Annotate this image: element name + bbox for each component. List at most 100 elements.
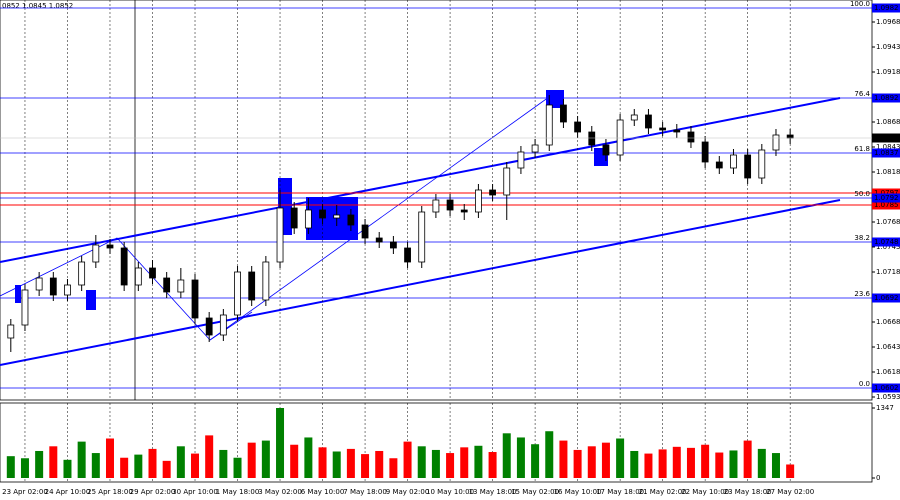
candle-body: [460, 209, 468, 213]
price-box-label: 1.0602: [874, 384, 899, 392]
candle-body: [446, 199, 454, 211]
volume-bar: [120, 457, 129, 478]
candle-body: [78, 261, 86, 286]
candle-body: [191, 279, 199, 319]
volume-bar: [148, 448, 157, 478]
x-tick-label: 1 May 18:00: [216, 488, 260, 496]
candle-body: [701, 141, 709, 163]
y-tick-label: 1.0768: [876, 218, 900, 226]
candle-body: [21, 289, 29, 326]
price-box: [872, 237, 900, 247]
zone: [546, 90, 564, 108]
price-box: [872, 293, 900, 303]
candle-body: [730, 154, 737, 169]
volume-bar: [77, 441, 86, 478]
candle-body: [715, 161, 723, 169]
volume-bar: [601, 442, 610, 478]
candle-body: [319, 209, 326, 219]
volume-bar: [105, 438, 114, 478]
candle-body: [290, 207, 298, 229]
volume-bar: [361, 454, 370, 478]
y-tick-label: 1.0593: [876, 393, 900, 401]
x-tick-label: 16 May 10:00: [554, 488, 602, 496]
volume-bar: [247, 442, 256, 478]
volume-bar: [729, 450, 738, 478]
candle-body: [49, 277, 57, 296]
y-tick-label: 1.0843: [876, 143, 900, 151]
candle-body: [35, 277, 43, 291]
candle-body: [262, 261, 270, 301]
volume-bar: [771, 453, 780, 478]
fib-label: 61.8: [854, 145, 870, 153]
candle-body: [149, 267, 156, 279]
volume-bar: [644, 453, 653, 478]
volume-bar: [304, 437, 313, 478]
volume-bar: [403, 441, 412, 478]
volume-bar: [630, 450, 639, 478]
volume-bar: [715, 452, 724, 478]
price-box-label: 1.0792: [874, 194, 899, 202]
volume-bar: [658, 449, 667, 478]
y-tick-label: 1.0718: [876, 268, 900, 276]
header: 0852 1.0845 1.0852: [2, 2, 73, 10]
candle-body: [744, 154, 752, 179]
volume-bar: [460, 447, 469, 478]
candle-body: [503, 167, 511, 196]
price-box-label: 1.0982: [874, 4, 899, 12]
price-box: [872, 193, 900, 203]
price-box: [872, 148, 900, 158]
volume-bar: [49, 446, 58, 478]
candle-body: [205, 317, 213, 336]
volume-bar: [219, 449, 228, 478]
last-price-label: 1.0852: [874, 134, 899, 142]
fib-label: 38.2: [854, 234, 870, 242]
volume-bar: [545, 431, 554, 478]
volume-bar: [488, 452, 497, 478]
candle-body: [517, 151, 525, 169]
x-tick-label: 15 May 02:00: [511, 488, 559, 496]
candle-body: [418, 211, 426, 263]
candle-body: [234, 271, 241, 316]
volume-bar: [290, 444, 299, 478]
candle-body: [687, 131, 695, 143]
x-tick-label: 29 Apr 02:00: [130, 488, 176, 496]
price-box: [872, 383, 900, 393]
y-tick-label: 1.0868: [876, 118, 900, 126]
volume-bar: [332, 451, 341, 478]
y-tick-label: 1.0643: [876, 343, 900, 351]
price-box: [872, 3, 900, 13]
volume-bar: [431, 449, 440, 478]
candle-body: [375, 237, 383, 243]
candle-body: [120, 247, 128, 286]
volume-tick-label: 1347: [876, 404, 894, 412]
volume-bar: [6, 456, 15, 478]
x-tick-label: 10 May 10:00: [426, 488, 474, 496]
price-box-label: 1.0692: [874, 294, 899, 302]
volume-bar: [318, 447, 327, 478]
candle-body: [361, 224, 369, 239]
volume-bar: [134, 454, 143, 478]
volume-bar: [20, 458, 29, 478]
volume-bar: [375, 450, 384, 478]
fib-label: 100.0: [850, 0, 870, 8]
price-box-label: 1.0748: [874, 238, 899, 246]
x-tick-label: 23 Apr 02:00: [2, 488, 48, 496]
candle-body: [106, 244, 114, 249]
candle-body: [772, 134, 780, 151]
volume-bar: [162, 460, 171, 478]
volume-bar: [276, 408, 285, 478]
volume-bar: [474, 445, 483, 478]
fib-label: 0.0: [859, 380, 870, 388]
lower-channel: [0, 199, 841, 366]
price-box: [872, 133, 900, 143]
volume-bar: [786, 464, 795, 478]
candle-body: [163, 277, 171, 293]
volume-bar: [176, 446, 185, 478]
candle-body: [92, 244, 100, 263]
candle-body: [7, 324, 15, 339]
x-tick-label: 30 Apr 10:00: [172, 488, 218, 496]
candle-body: [304, 209, 312, 229]
price-box-label: 1.0785: [874, 201, 899, 209]
candle-body: [489, 189, 496, 196]
volume-bar: [91, 453, 100, 478]
